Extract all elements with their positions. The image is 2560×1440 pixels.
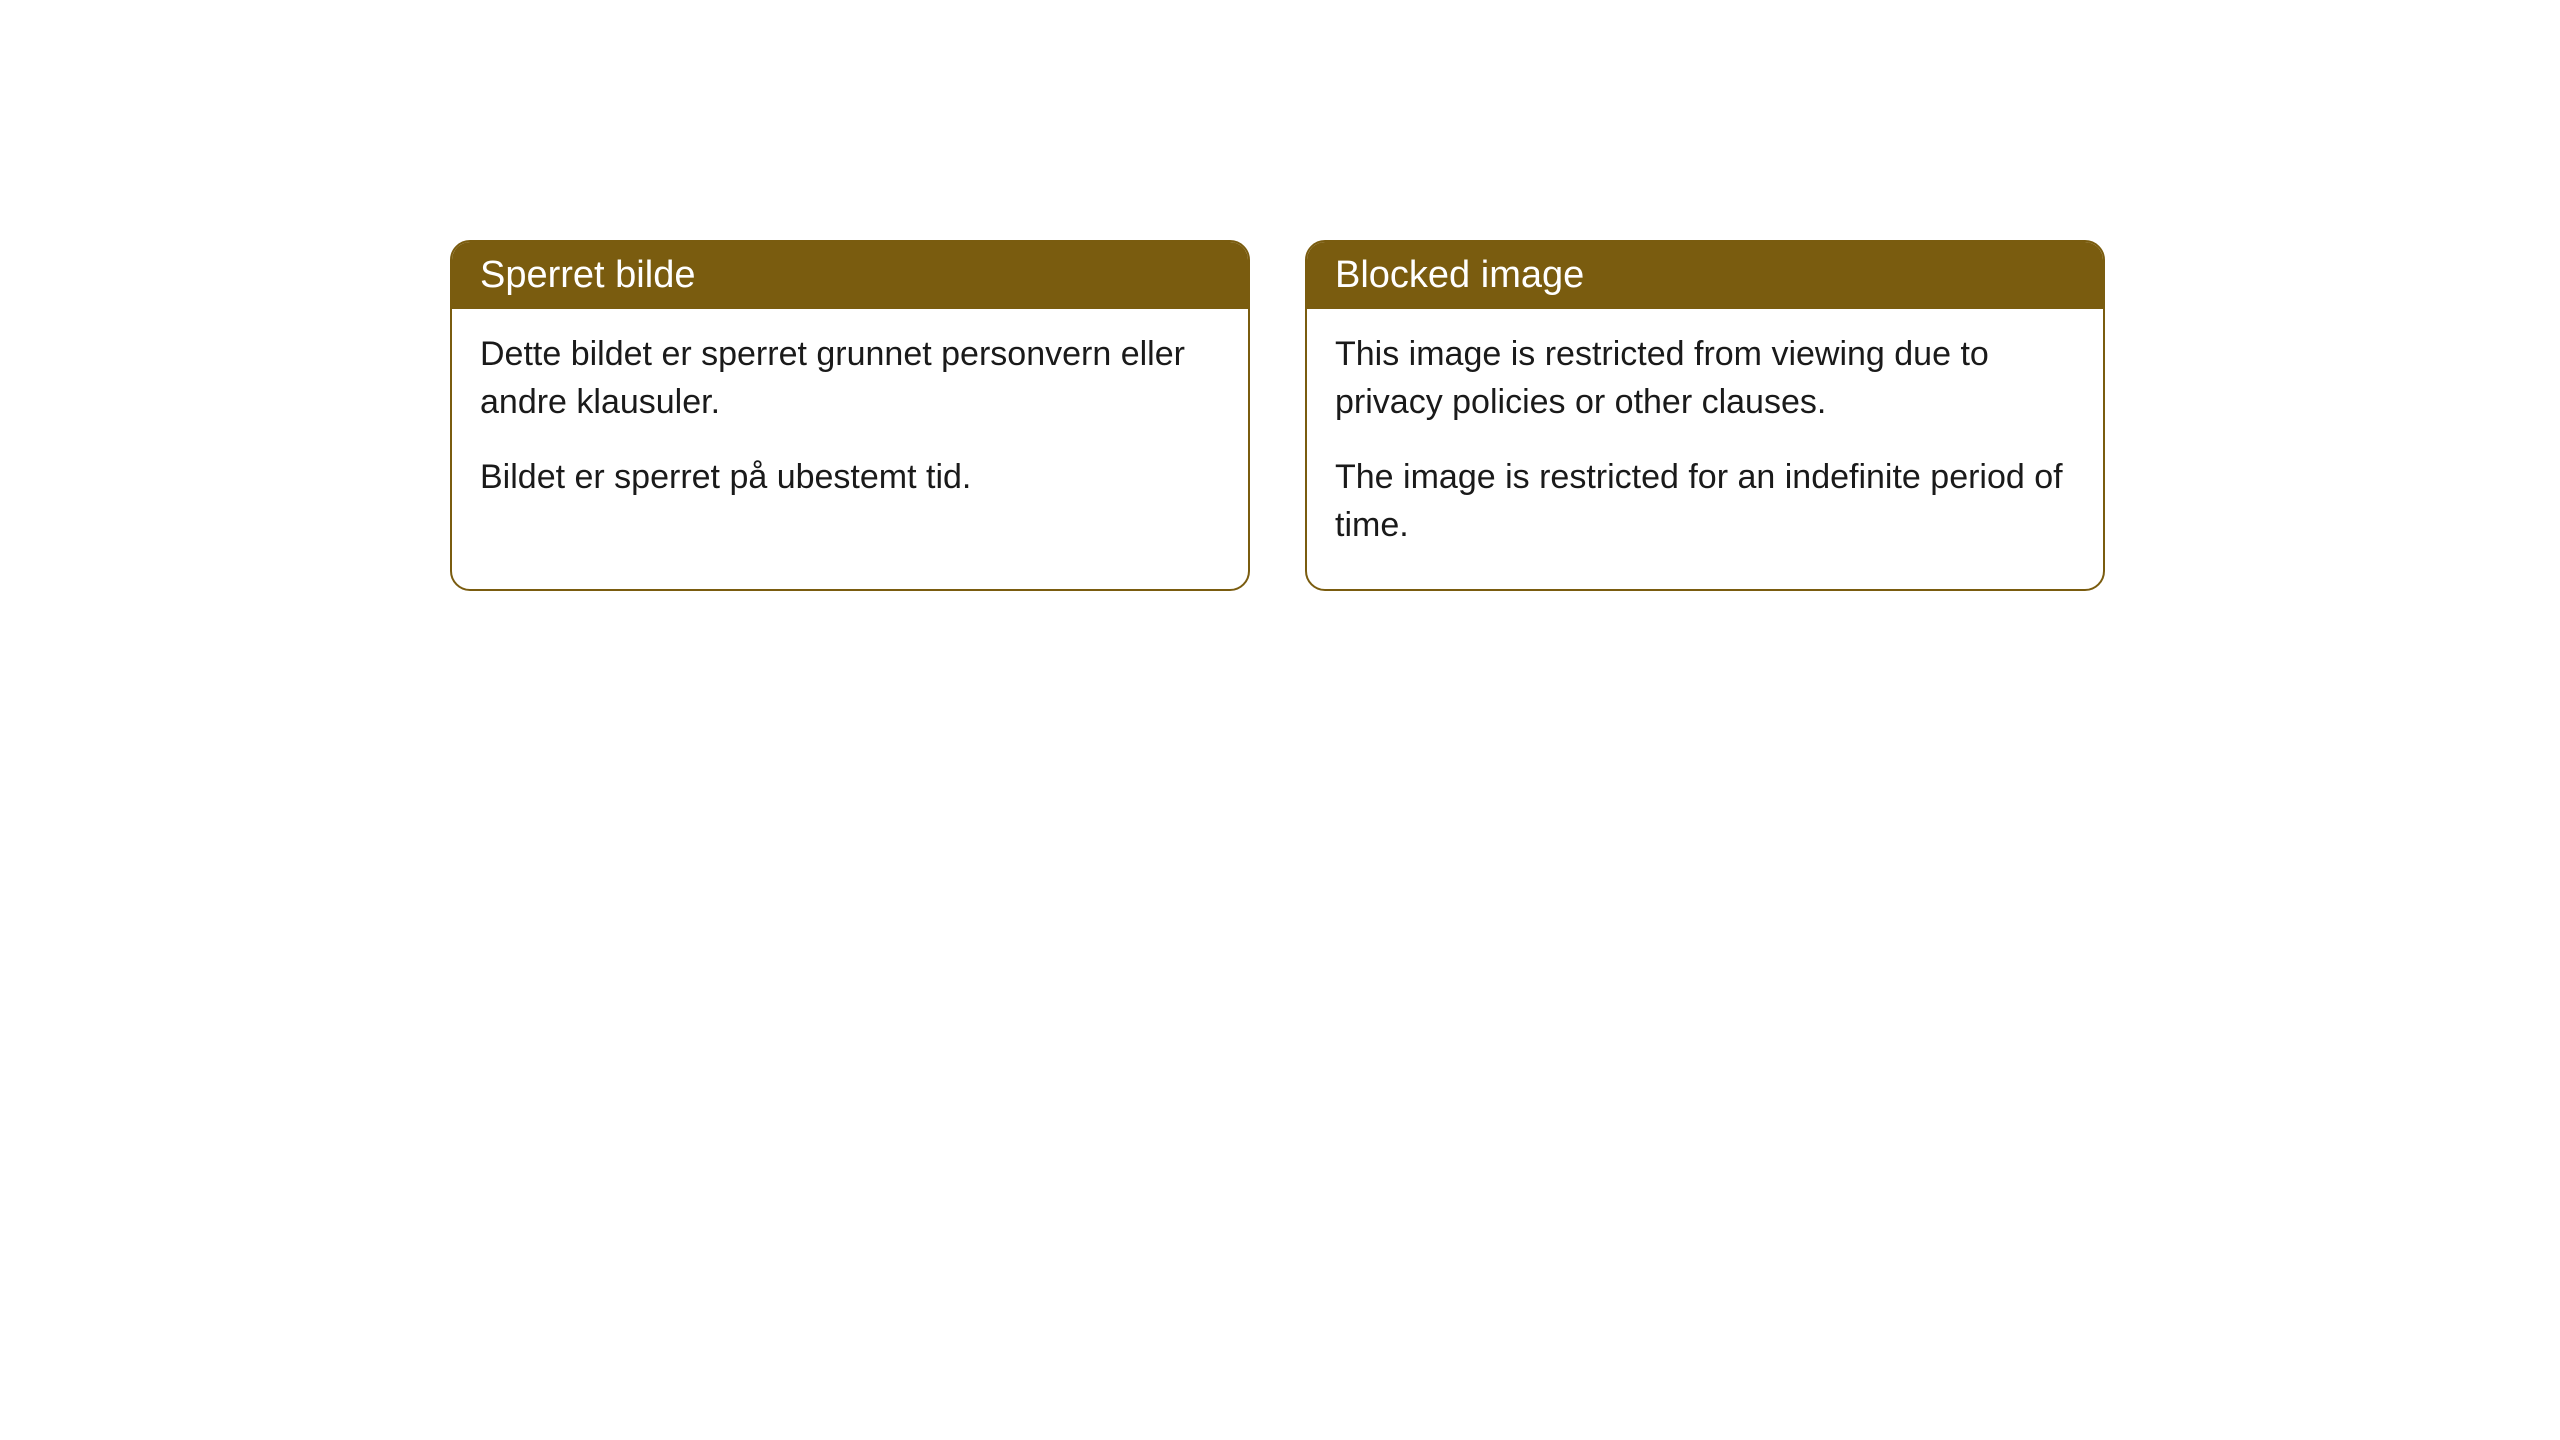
card-header: Blocked image — [1307, 242, 2103, 309]
card-paragraph: The image is restricted for an indefinit… — [1335, 454, 2075, 549]
notice-cards-container: Sperret bilde Dette bildet er sperret gr… — [0, 0, 2560, 591]
blocked-image-card-english: Blocked image This image is restricted f… — [1305, 240, 2105, 591]
card-paragraph: Dette bildet er sperret grunnet personve… — [480, 331, 1220, 426]
card-header: Sperret bilde — [452, 242, 1248, 309]
card-paragraph: This image is restricted from viewing du… — [1335, 331, 2075, 426]
card-title: Sperret bilde — [480, 254, 695, 296]
blocked-image-card-norwegian: Sperret bilde Dette bildet er sperret gr… — [450, 240, 1250, 591]
card-paragraph: Bildet er sperret på ubestemt tid. — [480, 454, 1220, 502]
card-body: Dette bildet er sperret grunnet personve… — [452, 309, 1248, 542]
card-title: Blocked image — [1335, 254, 1584, 296]
card-body: This image is restricted from viewing du… — [1307, 309, 2103, 589]
